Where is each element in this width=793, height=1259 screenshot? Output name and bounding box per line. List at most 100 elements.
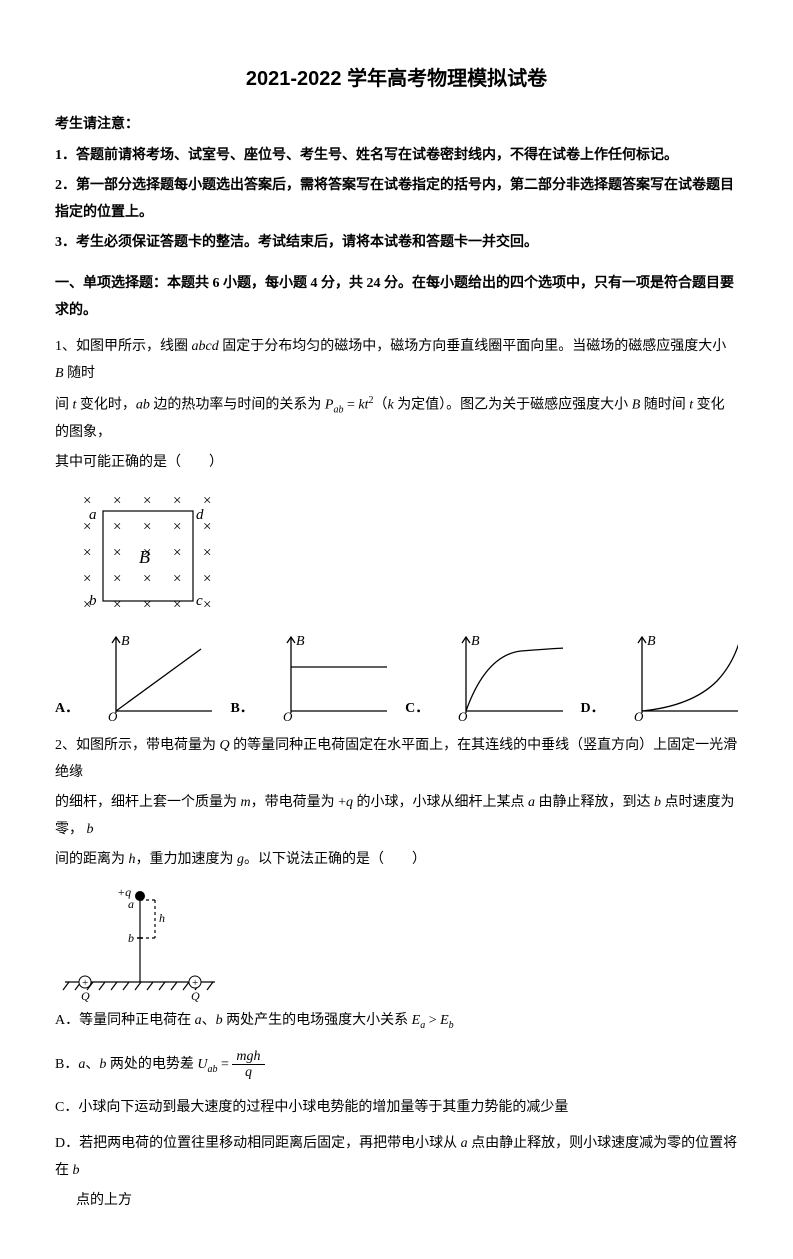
svg-text:×: × bbox=[113, 493, 121, 509]
q2-q: q bbox=[346, 795, 353, 810]
q2-figure: + + +q a b h Q Q bbox=[55, 882, 738, 1002]
optB-sep: 、 bbox=[85, 1057, 99, 1072]
axis-O: O bbox=[634, 709, 644, 723]
optD-a: a bbox=[461, 1136, 468, 1151]
q1-text: （ bbox=[373, 398, 387, 413]
q1-graph-c: B O t bbox=[451, 631, 562, 723]
q2-optD-cont: 点的上方 bbox=[55, 1188, 738, 1215]
svg-text:×: × bbox=[173, 571, 181, 587]
q2-h: h bbox=[129, 852, 136, 867]
q1-ab: ab bbox=[136, 398, 150, 413]
q1-coil-figure: ××××× ××××× ××××× ××××× ××××× a d b c B bbox=[61, 483, 738, 623]
q1-text: 随时间 bbox=[640, 398, 689, 413]
q1-optD-label: D． bbox=[581, 696, 605, 723]
q2-b2: b bbox=[87, 822, 94, 837]
frac-den: q bbox=[232, 1065, 264, 1080]
q1-eq: = bbox=[343, 398, 358, 413]
gt: > bbox=[425, 1013, 440, 1028]
q2-text: ，重力加速度为 bbox=[136, 852, 238, 867]
question-1: 1、如图甲所示，线圈 abcd 固定于分布均匀的磁场中，磁场方向垂直线圈平面向里… bbox=[55, 334, 738, 723]
svg-text:×: × bbox=[203, 571, 211, 587]
q1-text: 随时 bbox=[64, 366, 96, 381]
q2-b: b bbox=[654, 795, 661, 810]
q1-optC-label: C． bbox=[405, 696, 429, 723]
q1-text: 为定值）。图乙为关于磁感应强度大小 bbox=[394, 398, 632, 413]
q2-text: 由静止释放，到达 bbox=[535, 795, 654, 810]
q1-line2: 间 t 变化时，ab 边的热功率与时间的关系为 Pab = kt2（k 为定值）… bbox=[55, 391, 738, 446]
Uab-sub: ab bbox=[207, 1064, 217, 1075]
Uab: U bbox=[197, 1057, 207, 1072]
axis-B: B bbox=[471, 634, 480, 649]
q1-text: 1、如图甲所示，线圈 bbox=[55, 339, 192, 354]
q1-line3: 其中可能正确的是（ ） bbox=[55, 450, 738, 477]
coil-b: b bbox=[89, 593, 97, 609]
q2-text: 间的距离为 bbox=[55, 852, 129, 867]
q1-kt: kt bbox=[358, 398, 368, 413]
svg-text:×: × bbox=[143, 597, 151, 613]
axis-O: O bbox=[108, 709, 118, 723]
q2-svg: + + +q a b h Q Q bbox=[55, 882, 225, 1002]
coil-a: a bbox=[89, 507, 97, 523]
svg-text:×: × bbox=[203, 597, 211, 613]
q1-text: 边的热功率与时间的关系为 bbox=[150, 398, 325, 413]
optA-b: b bbox=[216, 1013, 223, 1028]
q2-optC: C．小球向下运动到最大速度的过程中小球电势能的增加量等于其重力势能的减少量 bbox=[55, 1095, 738, 1122]
coil-svg: ××××× ××××× ××××× ××××× ××××× a d b c B bbox=[61, 483, 231, 623]
q1-B2: B bbox=[632, 398, 641, 413]
svg-text:×: × bbox=[113, 519, 121, 535]
optD-b: b bbox=[73, 1163, 80, 1178]
optB-pre: B． bbox=[55, 1057, 78, 1072]
notice-heading: 考生请注意： bbox=[55, 112, 738, 139]
q1-text: 变化时， bbox=[76, 398, 136, 413]
q2-text: 的小球，小球从细杆上某点 bbox=[353, 795, 528, 810]
coil-d: d bbox=[196, 507, 204, 523]
q2-line3: 间的距离为 h，重力加速度为 g。以下说法正确的是（ ） bbox=[55, 847, 738, 874]
optD-pre: D．若把两电荷的位置往里移动相同距离后固定，再把带电小球从 bbox=[55, 1136, 461, 1151]
axis-B: B bbox=[121, 634, 130, 649]
optA-text: A．等量同种正电荷在 bbox=[55, 1013, 195, 1028]
q2-text: 。以下说法正确的是（ ） bbox=[244, 852, 426, 867]
svg-text:×: × bbox=[143, 571, 151, 587]
q2-g: g bbox=[237, 852, 244, 867]
svg-text:×: × bbox=[173, 493, 181, 509]
eq: = bbox=[217, 1057, 232, 1072]
svg-text:×: × bbox=[143, 493, 151, 509]
q1-graph-a: B O t bbox=[101, 631, 212, 723]
axis-B: B bbox=[647, 634, 656, 649]
notice-3: 3．考生必须保证答题卡的整洁。考试结束后，请将本试卷和答题卡一并交回。 bbox=[55, 230, 738, 257]
notice-1: 1．答题前请将考场、试室号、座位号、考生号、姓名写在试卷密封线内，不得在试卷上作… bbox=[55, 143, 738, 170]
q2-text: 2、如图所示，带电荷量为 bbox=[55, 738, 220, 753]
svg-text:×: × bbox=[173, 519, 181, 535]
q1-text: 固定于分布均匀的磁场中，磁场方向垂直线圈平面向里。当磁场的磁感应强度大小 bbox=[219, 339, 727, 354]
q1-text: 间 bbox=[55, 398, 73, 413]
svg-text:×: × bbox=[203, 545, 211, 561]
Eb: E bbox=[440, 1013, 449, 1028]
ball-icon bbox=[135, 891, 145, 901]
q1-B: B bbox=[55, 366, 64, 381]
svg-text:×: × bbox=[203, 493, 211, 509]
svg-text:×: × bbox=[203, 519, 211, 535]
svg-text:×: × bbox=[113, 545, 121, 561]
q2-Q: Q bbox=[220, 738, 230, 753]
notice-block: 考生请注意： 1．答题前请将考场、试室号、座位号、考生号、姓名写在试卷密封线内，… bbox=[55, 112, 738, 257]
svg-text:×: × bbox=[143, 519, 151, 535]
q2-fig-a: a bbox=[128, 897, 134, 911]
q2-line2: 的细杆，细杆上套一个质量为 m，带电荷量为 +q 的小球，小球从细杆上某点 a … bbox=[55, 790, 738, 843]
coil-c: c bbox=[196, 593, 203, 609]
q1-optB-label: B． bbox=[230, 696, 253, 723]
q1-graph-b: B O t bbox=[276, 631, 387, 723]
svg-text:×: × bbox=[83, 545, 91, 561]
page-title: 2021-2022 学年高考物理模拟试卷 bbox=[55, 60, 738, 98]
section-1-heading: 一、单项选择题：本题共 6 小题，每小题 4 分，共 24 分。在每小题给出的四… bbox=[55, 271, 738, 324]
svg-text:×: × bbox=[173, 545, 181, 561]
optB-post: 两处的电势差 bbox=[106, 1057, 197, 1072]
q2-line1: 2、如图所示，带电荷量为 Q 的等量同种正电荷固定在水平面上，在其连线的中垂线（… bbox=[55, 733, 738, 786]
q2-fig-Qr: Q bbox=[191, 989, 200, 1002]
question-2: 2、如图所示，带电荷量为 Q 的等量同种正电荷固定在水平面上，在其连线的中垂线（… bbox=[55, 733, 738, 1215]
svg-text:×: × bbox=[173, 597, 181, 613]
q1-P-sub: ab bbox=[333, 405, 343, 416]
optA-text2: 两处产生的电场强度大小关系 bbox=[223, 1013, 412, 1028]
svg-text:×: × bbox=[83, 571, 91, 587]
q2-fig-Ql: Q bbox=[81, 989, 90, 1002]
q2-optA: A．等量同种正电荷在 a、b 两处产生的电场强度大小关系 Ea > Eb bbox=[55, 1008, 738, 1035]
